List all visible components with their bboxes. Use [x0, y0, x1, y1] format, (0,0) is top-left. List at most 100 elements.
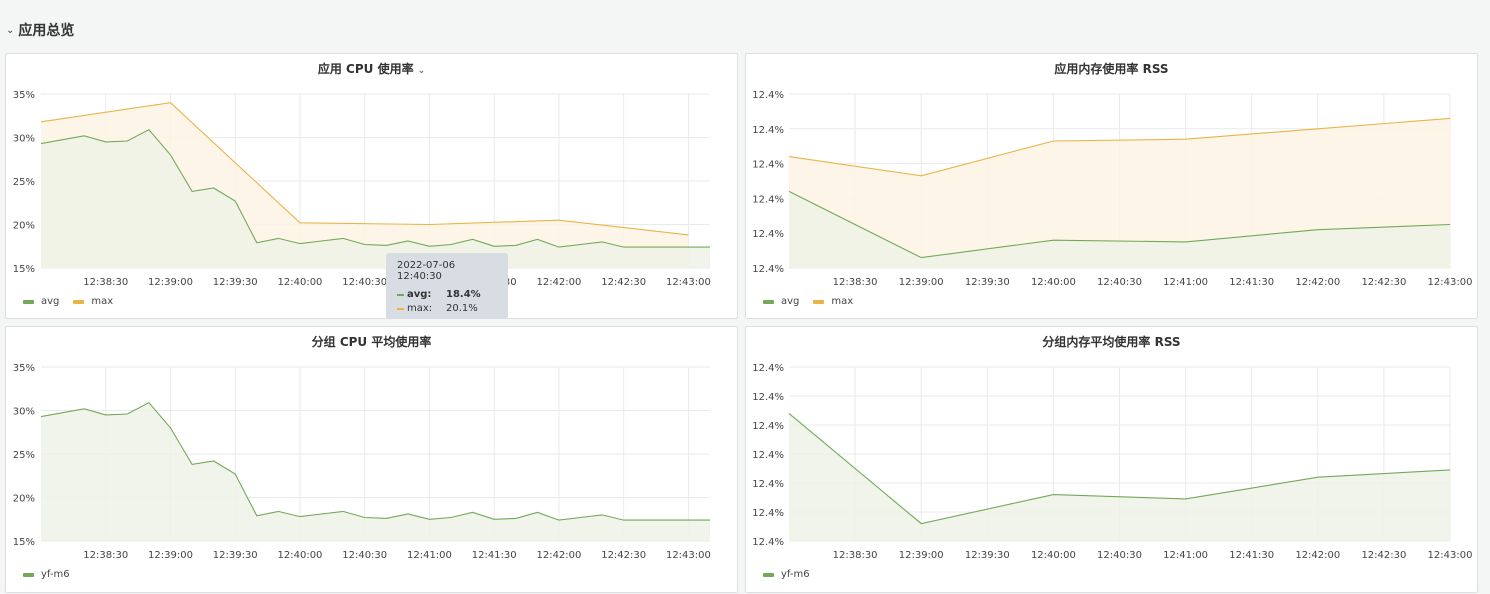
y-tick-label: 20%	[13, 221, 35, 232]
x-tick-label: 12:43:00	[666, 550, 711, 561]
tooltip-row-avg: avg: 18.4%	[397, 289, 497, 300]
series-area-max	[789, 118, 1450, 269]
x-tick-label: 12:39:00	[899, 550, 944, 561]
legend-item-max[interactable]: max	[73, 296, 113, 307]
y-tick-label: 25%	[13, 177, 35, 188]
legend-swatch	[763, 572, 774, 577]
panel-group-memory: 分组内存平均使用率 RSS 12.4% 12.4% 12.4% 12.4% 12.4% 1…	[745, 326, 1478, 593]
y-tick-label: 12.4%	[752, 479, 784, 490]
y-tick-label: 35%	[13, 363, 35, 374]
legend-label: max	[91, 296, 114, 307]
x-tick-label: 12:40:30	[1097, 277, 1142, 288]
legend-label: avg	[41, 296, 60, 307]
panel-title[interactable]: 分组内存平均使用率 RSS	[746, 333, 1477, 350]
y-tick-label: 12.4%	[752, 160, 784, 171]
tooltip-label: avg:	[407, 289, 432, 300]
y-tick-label: 12.4%	[752, 450, 784, 461]
x-tick-label: 12:41:00	[407, 550, 452, 561]
series-line-yf-m6[interactable]	[788, 412, 1451, 525]
x-tick-label: 12:38:30	[833, 277, 878, 288]
panel-title[interactable]: 应用 CPU 使用率 ⌄	[6, 60, 737, 77]
x-tick-label: 12:42:00	[1295, 550, 1340, 561]
x-tick-label: 12:41:00	[1163, 550, 1208, 561]
x-tick-label: 12:38:30	[833, 550, 878, 561]
legend-label: yf-m6	[41, 569, 70, 580]
x-tick-label: 12:40:00	[278, 550, 323, 561]
x-tick-label: 12:40:00	[1031, 550, 1076, 561]
chart-app-memory: 12.4% 12.4% 12.4% 12.4% 12.4% 12.4% 12:38:30 12…	[752, 90, 1473, 288]
x-tick-label: 12:39:30	[965, 550, 1010, 561]
x-tick-label: 12:42:30	[601, 277, 646, 288]
chart-app-cpu: 15% 20% 25% 30% 35% 12:38:30 12:39:00 12:39:30 1…	[13, 90, 711, 288]
panel-title-text: 分组 CPU 平均使用率	[311, 335, 432, 349]
x-tick-label: 12:42:30	[1361, 550, 1406, 561]
row-title: 应用总览	[18, 23, 75, 39]
series-area-avg	[41, 129, 710, 268]
y-tick-label: 12.4%	[752, 421, 784, 432]
legend-item-avg[interactable]: avg	[763, 296, 799, 307]
series-line-avg[interactable]	[40, 129, 710, 248]
legend: yf-m6	[763, 569, 810, 580]
row-header-app-overview[interactable]: ⌄ 应用总览	[6, 18, 74, 42]
y-tick-label: 12.4%	[752, 392, 784, 403]
x-tick-label: 12:42:00	[536, 277, 581, 288]
series-area-yf-m6	[789, 413, 1450, 541]
panel-title[interactable]: 应用内存使用率 RSS	[746, 60, 1477, 77]
series-line-avg[interactable]	[788, 190, 1451, 259]
x-tick-label: 12:43:00	[1428, 277, 1473, 288]
tooltip-label: max:	[407, 303, 433, 314]
y-tick-label: 12.4%	[752, 363, 784, 374]
legend-label: max	[831, 296, 854, 307]
y-tick-label: 30%	[13, 134, 35, 145]
panel-group-cpu: 分组 CPU 平均使用率 15% 20% 25% 30% 35% 12:38:30 12:3…	[5, 326, 738, 593]
y-tick-label: 35%	[13, 90, 35, 101]
panel-app-memory: 应用内存使用率 RSS 12.4% 12.4% 12.4% 12.4% 12.4% 12.…	[745, 53, 1478, 319]
legend-swatch	[23, 299, 34, 304]
legend: avg max	[763, 296, 853, 307]
series-line-yf-m6[interactable]	[40, 402, 710, 521]
tooltip-swatch	[397, 293, 404, 296]
x-tick-label: 12:40:00	[278, 277, 323, 288]
x-tick-label: 12:39:00	[148, 550, 193, 561]
panel-title[interactable]: 分组 CPU 平均使用率	[6, 333, 737, 350]
x-tick-label: 12:39:30	[213, 277, 258, 288]
x-tick-label: 12:41:00	[1163, 277, 1208, 288]
series-line-max[interactable]	[40, 102, 689, 236]
x-tick-label: 12:41:30	[472, 550, 517, 561]
legend-label: yf-m6	[781, 569, 810, 580]
legend-item-yf-m6[interactable]: yf-m6	[23, 569, 70, 580]
legend-item-avg[interactable]: avg	[23, 296, 59, 307]
legend-item-max[interactable]: max	[813, 296, 853, 307]
x-tick-label: 12:43:00	[1428, 550, 1473, 561]
x-tick-label: 12:42:00	[536, 550, 581, 561]
panel-title-text: 分组内存平均使用率 RSS	[1042, 335, 1181, 349]
tooltip-value: 20.1%	[446, 303, 478, 314]
x-tick-label: 12:42:30	[601, 550, 646, 561]
y-tick-label: 15%	[13, 537, 35, 548]
legend: yf-m6	[23, 569, 70, 580]
panel-app-cpu: 应用 CPU 使用率 ⌄ 15% 20% 25% 30% 35% 12:38:30 12:39…	[5, 53, 738, 319]
x-tick-label: 12:39:30	[213, 550, 258, 561]
x-tick-label: 12:41:30	[1229, 277, 1274, 288]
series-line-max[interactable]	[788, 117, 1451, 177]
y-tick-label: 12.4%	[752, 125, 784, 136]
y-tick-label: 12.4%	[752, 537, 784, 548]
tooltip-row-max: max: 20.1%	[397, 303, 497, 314]
x-tick-label: 12:38:30	[83, 277, 128, 288]
legend-swatch	[763, 299, 774, 304]
chart-group-memory: 12.4% 12.4% 12.4% 12.4% 12.4% 12.4% 12.4% 12:38…	[752, 363, 1473, 561]
x-tick-label: 12:40:00	[1031, 277, 1076, 288]
series-area-yf-m6	[41, 402, 710, 541]
chevron-down-icon: ⌄	[6, 24, 15, 36]
y-tick-label: 15%	[13, 264, 35, 275]
x-tick-label: 12:43:00	[666, 277, 711, 288]
panel-title-text: 应用 CPU 使用率	[317, 62, 414, 76]
x-tick-label: 12:42:30	[1361, 277, 1406, 288]
y-tick-label: 30%	[13, 407, 35, 418]
y-tick-label: 12.4%	[752, 264, 784, 275]
legend-item-yf-m6[interactable]: yf-m6	[763, 569, 810, 580]
legend-swatch	[73, 299, 85, 304]
tooltip-value: 18.4%	[446, 289, 481, 300]
chevron-down-icon[interactable]: ⌄	[417, 66, 426, 76]
y-tick-label: 12.4%	[752, 508, 784, 519]
